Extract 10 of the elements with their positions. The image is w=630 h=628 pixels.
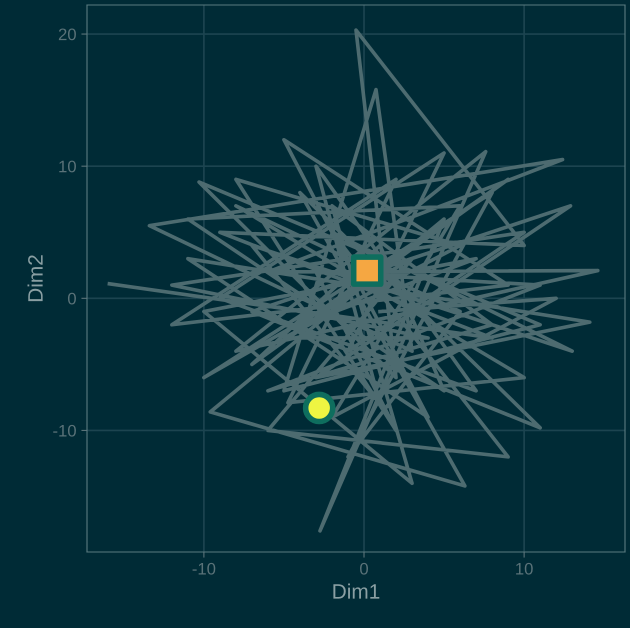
y-tick-label: 10: [59, 160, 76, 172]
x-tick-label: 0: [360, 562, 368, 575]
x-tick-label: -10: [192, 562, 216, 575]
line-series: [108, 28, 600, 533]
y-tick-label: -10: [53, 424, 76, 437]
y-tick-label: 20: [58, 28, 76, 40]
x-tick-label: 10: [516, 562, 533, 575]
y-tick-label: 0: [68, 292, 76, 305]
y-axis-title: Dim2: [28, 255, 43, 302]
x-axis-title: Dim1: [333, 584, 380, 599]
